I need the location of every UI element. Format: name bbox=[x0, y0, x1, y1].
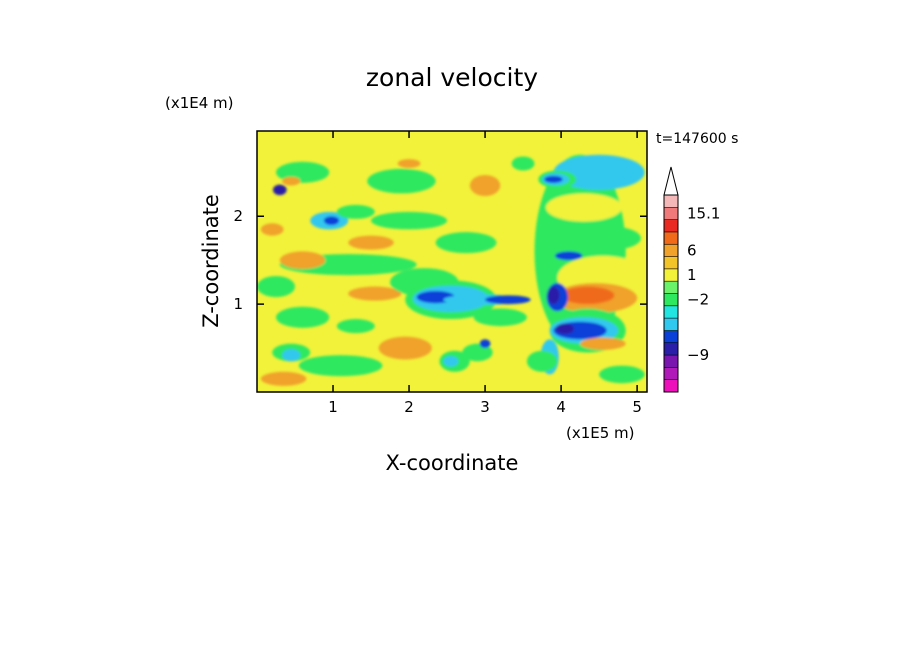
field-blob bbox=[397, 159, 421, 168]
time-label: t=147600 s bbox=[656, 131, 738, 147]
colorbar-band bbox=[664, 207, 678, 221]
field-blob bbox=[545, 193, 622, 222]
x-tick-label: 4 bbox=[556, 398, 566, 416]
x-axis-label: X-coordinate bbox=[386, 451, 519, 475]
field-blob bbox=[336, 204, 375, 219]
colorbar-band bbox=[664, 367, 678, 381]
field-blob bbox=[272, 184, 287, 196]
colorbar-band bbox=[664, 195, 678, 208]
colorbar-extend-triangle bbox=[663, 166, 679, 196]
field-blob bbox=[257, 276, 296, 298]
colorbar-band bbox=[664, 293, 678, 307]
colorbar-label: 6 bbox=[687, 241, 697, 259]
colorbar-band bbox=[664, 355, 678, 368]
y-tick-label: 2 bbox=[233, 207, 243, 225]
field-blob bbox=[547, 286, 560, 305]
colorbar-label: 15.1 bbox=[687, 204, 720, 222]
colorbar: 15.1 6 1 −2 −9 bbox=[663, 166, 720, 393]
colorbar-label: 1 bbox=[687, 266, 697, 284]
chart-title: zonal velocity bbox=[366, 63, 538, 92]
field-blob bbox=[544, 175, 563, 183]
field-blob bbox=[443, 355, 459, 367]
field-blob bbox=[260, 371, 307, 386]
field-blob bbox=[555, 323, 575, 334]
field-blob bbox=[485, 295, 531, 305]
x-tick-label: 5 bbox=[632, 398, 642, 416]
field-blob bbox=[435, 232, 497, 254]
x-tick-label: 1 bbox=[328, 398, 338, 416]
field-blob bbox=[260, 223, 284, 236]
plot-frame bbox=[256, 130, 648, 393]
colorbar-band bbox=[664, 379, 678, 393]
colorbar-band bbox=[664, 219, 678, 233]
x-unit-label: (x1E5 m) bbox=[566, 424, 635, 442]
field-blob bbox=[279, 251, 326, 269]
colorbar-band bbox=[664, 281, 678, 294]
y-axis-label: Z-coordinate bbox=[199, 194, 223, 328]
x-tick-label: 3 bbox=[480, 398, 490, 416]
x-tick-label: 2 bbox=[404, 398, 414, 416]
field-blob bbox=[580, 337, 626, 350]
field-blob bbox=[336, 319, 375, 334]
field-blob bbox=[276, 306, 330, 328]
field-blob bbox=[282, 348, 301, 362]
y-tick-label: 1 bbox=[233, 295, 243, 313]
colorbar-band bbox=[664, 305, 678, 319]
field-blob bbox=[462, 343, 493, 362]
field-blob bbox=[561, 286, 615, 305]
field-blob bbox=[553, 154, 645, 190]
colorbar-band bbox=[664, 244, 678, 257]
colorbar-band bbox=[664, 318, 678, 331]
field-blob bbox=[371, 211, 448, 230]
heatmap-field bbox=[257, 131, 647, 392]
field-blob bbox=[282, 176, 301, 186]
field-blob bbox=[323, 216, 340, 226]
colorbar-band bbox=[664, 268, 678, 282]
colorbar-band bbox=[664, 231, 678, 245]
field-blob bbox=[572, 225, 641, 251]
field-blob bbox=[348, 286, 402, 301]
colorbar-band bbox=[664, 342, 678, 356]
y-unit-label: (x1E4 m) bbox=[165, 94, 234, 112]
field-blob bbox=[469, 174, 501, 197]
field-blob bbox=[348, 235, 394, 250]
colorbar-label: −9 bbox=[687, 346, 709, 364]
field-blob bbox=[511, 156, 535, 171]
field-blob bbox=[473, 308, 527, 327]
field-blob bbox=[367, 168, 436, 194]
field-blob bbox=[298, 355, 383, 377]
field-blob bbox=[378, 336, 432, 360]
field-blob bbox=[555, 251, 583, 261]
field-blob bbox=[479, 339, 491, 349]
field-blob bbox=[599, 365, 645, 384]
colorbar-band bbox=[664, 256, 678, 270]
colorbar-label: −2 bbox=[687, 291, 709, 309]
field-blob bbox=[526, 350, 558, 372]
colorbar-band bbox=[664, 330, 678, 344]
